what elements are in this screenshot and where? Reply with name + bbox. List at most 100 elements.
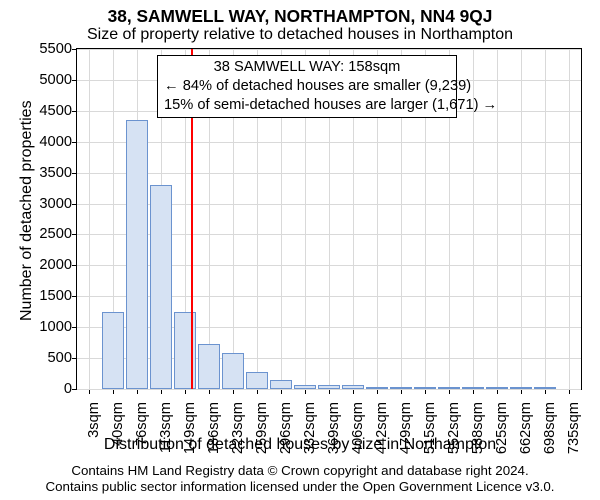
- histogram-bar: [222, 353, 245, 389]
- xtick-label: 406sqm: [350, 402, 366, 454]
- xtick-mark: [545, 390, 546, 394]
- gridline-vertical: [521, 49, 522, 389]
- xtick-mark: [521, 390, 522, 394]
- xtick-label: 552sqm: [446, 402, 462, 454]
- ytick-label: 1000: [39, 319, 72, 335]
- histogram-bar: [270, 380, 293, 389]
- histogram-bar: [414, 387, 437, 389]
- footer-line1: Contains HM Land Registry data © Crown c…: [0, 463, 600, 480]
- ytick-mark: [72, 327, 76, 328]
- histogram-bar: [390, 387, 413, 389]
- gridline-vertical: [89, 49, 90, 389]
- xtick-mark: [257, 390, 258, 394]
- ytick-label: 4000: [39, 134, 72, 150]
- ytick-mark: [72, 49, 76, 50]
- annotation-line: 38 SAMWELL WAY: 158sqm: [164, 58, 450, 77]
- ytick-label: 3000: [39, 196, 72, 212]
- xtick-label: 588sqm: [470, 402, 486, 454]
- xtick-label: 296sqm: [278, 402, 294, 454]
- ytick-mark: [72, 389, 76, 390]
- xtick-label: 40sqm: [110, 402, 126, 446]
- x-axis-label: Distribution of detached houses by size …: [0, 436, 600, 454]
- histogram-bar: [318, 385, 341, 389]
- plot-inner: 38 SAMWELL WAY: 158sqm← 84% of detached …: [77, 49, 581, 389]
- histogram-bar: [366, 387, 389, 389]
- histogram-bar: [126, 120, 149, 389]
- xtick-label: 515sqm: [422, 402, 438, 454]
- xtick-mark: [569, 390, 570, 394]
- ytick-mark: [72, 234, 76, 235]
- xtick-label: 76sqm: [134, 402, 150, 446]
- xtick-label: 735sqm: [566, 402, 582, 454]
- xtick-mark: [353, 390, 354, 394]
- histogram-bar: [174, 312, 197, 389]
- ytick-mark: [72, 296, 76, 297]
- annotation-box: 38 SAMWELL WAY: 158sqm← 84% of detached …: [157, 55, 457, 118]
- xtick-label: 442sqm: [374, 402, 390, 454]
- ytick-label: 0: [64, 381, 72, 397]
- xtick-mark: [89, 390, 90, 394]
- chart-container: 38, SAMWELL WAY, NORTHAMPTON, NN4 9QJ Si…: [0, 0, 600, 500]
- ytick-mark: [72, 265, 76, 266]
- ytick-label: 1500: [39, 288, 72, 304]
- xtick-mark: [113, 390, 114, 394]
- plot-area: 38 SAMWELL WAY: 158sqm← 84% of detached …: [76, 48, 582, 390]
- xtick-mark: [233, 390, 234, 394]
- histogram-bar: [198, 344, 221, 389]
- histogram-bar: [102, 312, 125, 389]
- xtick-label: 698sqm: [542, 402, 558, 454]
- histogram-bar: [150, 185, 173, 389]
- ytick-mark: [72, 358, 76, 359]
- xtick-label: 113sqm: [158, 402, 174, 453]
- xtick-mark: [377, 390, 378, 394]
- xtick-label: 186sqm: [206, 402, 222, 454]
- xtick-mark: [401, 390, 402, 394]
- footer-line2: Contains public sector information licen…: [0, 479, 600, 496]
- xtick-label: 479sqm: [398, 402, 414, 454]
- ytick-label: 3500: [39, 165, 72, 181]
- footer-attribution: Contains HM Land Registry data © Crown c…: [0, 463, 600, 496]
- xtick-mark: [497, 390, 498, 394]
- histogram-bar: [294, 385, 317, 389]
- ytick-mark: [72, 173, 76, 174]
- ytick-label: 5500: [39, 41, 72, 57]
- xtick-mark: [473, 390, 474, 394]
- gridline-vertical: [569, 49, 570, 389]
- xtick-label: 662sqm: [518, 402, 534, 454]
- xtick-mark: [329, 390, 330, 394]
- xtick-mark: [281, 390, 282, 394]
- ytick-mark: [72, 80, 76, 81]
- ytick-mark: [72, 142, 76, 143]
- histogram-bar: [462, 387, 485, 389]
- xtick-mark: [449, 390, 450, 394]
- xtick-label: 369sqm: [326, 402, 342, 454]
- histogram-bar: [342, 385, 365, 389]
- xtick-label: 332sqm: [302, 402, 318, 454]
- ytick-label: 4500: [39, 103, 72, 119]
- xtick-mark: [137, 390, 138, 394]
- histogram-bar: [534, 387, 557, 389]
- ytick-mark: [72, 111, 76, 112]
- histogram-bar: [486, 387, 509, 389]
- chart-title-line2: Size of property relative to detached ho…: [0, 26, 600, 44]
- gridline-vertical: [545, 49, 546, 389]
- ytick-label: 2000: [39, 257, 72, 273]
- xtick-label: 149sqm: [182, 402, 198, 454]
- xtick-mark: [209, 390, 210, 394]
- annotation-line: 15% of semi-detached houses are larger (…: [164, 96, 450, 115]
- histogram-bar: [438, 387, 461, 389]
- xtick-label: 259sqm: [254, 402, 270, 454]
- xtick-mark: [425, 390, 426, 394]
- ytick-label: 2500: [39, 226, 72, 242]
- chart-title-line1: 38, SAMWELL WAY, NORTHAMPTON, NN4 9QJ: [0, 6, 600, 27]
- histogram-bar: [246, 372, 269, 389]
- xtick-label: 625sqm: [494, 402, 510, 454]
- gridline-vertical: [497, 49, 498, 389]
- xtick-label: 223sqm: [230, 402, 246, 454]
- ytick-label: 5000: [39, 72, 72, 88]
- xtick-mark: [161, 390, 162, 394]
- xtick-mark: [185, 390, 186, 394]
- ytick-label: 500: [48, 350, 72, 366]
- histogram-bar: [510, 387, 533, 389]
- xtick-label: 3sqm: [86, 402, 102, 438]
